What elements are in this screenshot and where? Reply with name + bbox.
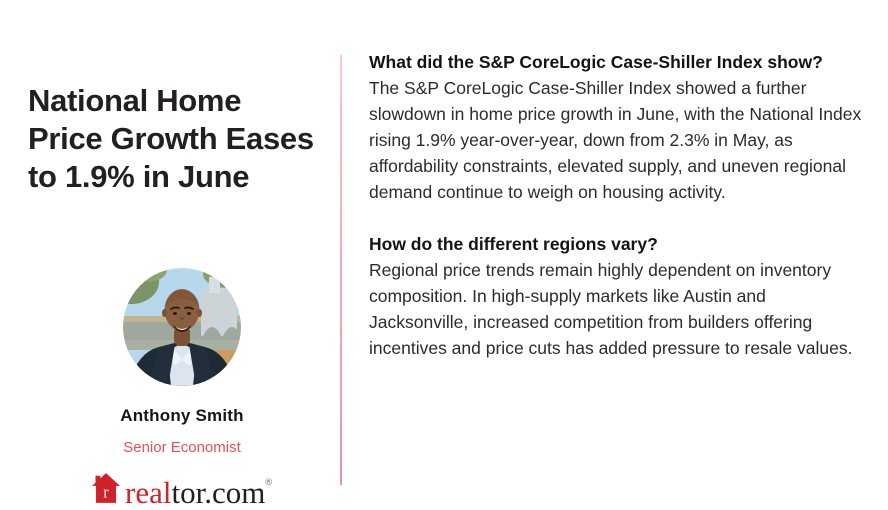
registered-trademark-symbol: ® (265, 477, 272, 487)
author-name: Anthony Smith (120, 406, 244, 425)
question-heading: How do the different regions vary? (369, 234, 658, 254)
brand-logo: r realtor.com® (26, 467, 338, 508)
brand-wordmark-prefix: real (125, 475, 172, 510)
page-title: National Home Price Growth Eases to 1.9%… (28, 83, 314, 194)
svg-text:r: r (103, 482, 109, 501)
qa-section: How do the different regions vary? Regio… (369, 231, 863, 361)
brand-wordmark-suffix: tor.com (171, 475, 266, 510)
realtor-house-icon: r (92, 472, 121, 503)
question-heading: What did the S&P CoreLogic Case-Shiller … (369, 52, 823, 72)
answer-paragraph: Regional price trends remain highly depe… (369, 260, 853, 358)
author-photo-illustration (123, 268, 241, 386)
column-divider (340, 55, 342, 485)
brand-wordmark: realtor.com® (125, 467, 272, 508)
author-title: Senior Economist (123, 439, 241, 456)
avatar (123, 268, 241, 386)
answer-paragraph: The S&P CoreLogic Case-Shiller Index sho… (369, 78, 862, 202)
author-profile: Anthony Smith Senior Economist r realtor… (26, 268, 338, 508)
qa-section: What did the S&P CoreLogic Case-Shiller … (369, 49, 863, 205)
qa-column: What did the S&P CoreLogic Case-Shiller … (369, 49, 863, 361)
